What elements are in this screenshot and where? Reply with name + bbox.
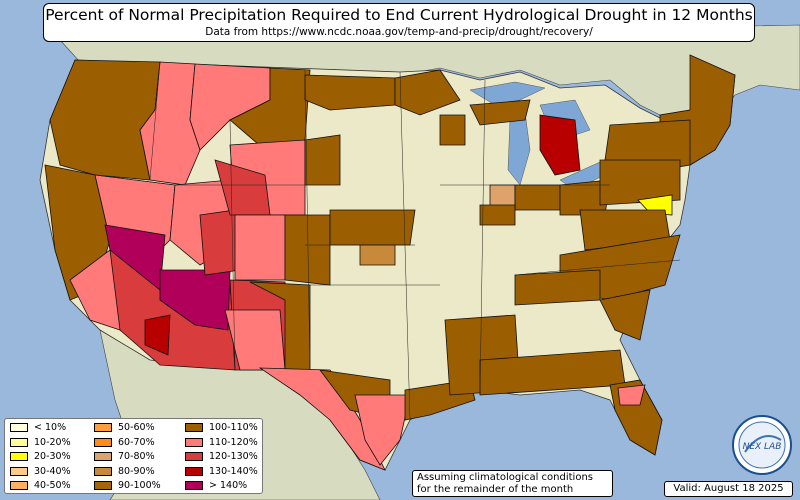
valid-date: Valid: August 18 2025 — [664, 481, 793, 497]
region-arizona-darkred — [144, 314, 171, 356]
region-upper-michigan — [469, 99, 531, 126]
region-michigan — [539, 114, 581, 176]
legend-swatch — [94, 466, 112, 476]
region-colorado-west — [234, 214, 286, 281]
note-line-2: for the remainder of the month — [417, 484, 574, 495]
legend-label: 30-40% — [34, 465, 71, 477]
region-utah-red — [199, 209, 241, 276]
legend-label: 110-120% — [209, 436, 258, 448]
region-pennsylvania — [599, 159, 681, 206]
region-south-dakota — [304, 134, 341, 186]
region-minnesota — [394, 69, 461, 116]
legend-label: 40-50% — [34, 480, 71, 491]
map-subtitle: Data from https://www.ncdc.noaa.gov/temp… — [205, 26, 593, 38]
legend-swatch — [10, 423, 28, 432]
legend-swatch — [185, 481, 203, 490]
legend-label: 60-70% — [118, 436, 155, 448]
legend-label: 20-30% — [34, 451, 71, 462]
region-texas-east — [354, 394, 411, 466]
nex-lab-logo: NEX LAB — [732, 415, 792, 475]
region-wisconsin — [439, 114, 466, 146]
legend-label: 10-20% — [34, 436, 71, 448]
canada-land — [59, 24, 800, 126]
climatology-note: Assuming climatological conditions for t… — [412, 470, 613, 497]
legend-label: < 10% — [34, 422, 67, 433]
legend: < 10% 10-20% 20-30% 30-40% 40-50% 50-60% 60-70… — [4, 418, 263, 494]
great-lakes — [469, 81, 661, 191]
legend-label: 90-100% — [118, 480, 161, 491]
legend-swatch — [94, 481, 112, 490]
legend-swatch — [185, 423, 203, 432]
legend-swatch — [10, 437, 28, 447]
legend-label: 70-80% — [118, 451, 155, 462]
legend-swatch — [94, 423, 112, 432]
region-indiana — [514, 184, 561, 211]
title-box: Percent of Normal Precipitation Required… — [43, 3, 755, 42]
legend-label: 80-90% — [118, 465, 155, 477]
legend-label: 50-60% — [118, 422, 155, 433]
legend-swatch — [185, 452, 203, 461]
region-north-dakota — [304, 74, 396, 111]
map-title: Percent of Normal Precipitation Required… — [45, 6, 753, 24]
legend-label: > 140% — [209, 480, 248, 491]
region-tennessee — [514, 269, 601, 306]
legend-label: 130-140% — [209, 465, 258, 477]
legend-swatch — [94, 437, 112, 447]
state-borders — [94, 61, 681, 421]
region-georgia-coast — [599, 289, 651, 341]
region-iowa — [479, 204, 516, 226]
legend-swatch — [10, 481, 28, 490]
region-nebraska — [329, 209, 416, 246]
legend-swatch — [10, 466, 28, 476]
drought-regions — [44, 54, 736, 471]
legend-swatch — [94, 452, 112, 461]
legend-label: 120-130% — [209, 451, 258, 462]
note-line-1: Assuming climatological conditions — [417, 472, 593, 483]
legend-swatch — [185, 437, 203, 447]
legend-swatch — [185, 466, 203, 476]
legend-label: 100-110% — [209, 422, 258, 433]
svg-text:NEX LAB: NEX LAB — [743, 442, 782, 452]
region-kansas — [359, 244, 396, 266]
region-florida-pink — [617, 384, 646, 406]
legend-swatch — [10, 452, 28, 461]
